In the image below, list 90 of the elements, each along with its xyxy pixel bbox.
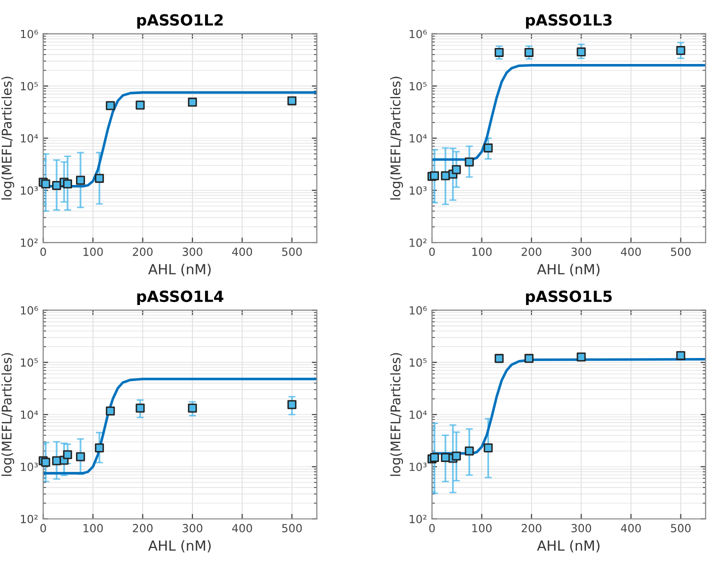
x-tick-label: 500: [282, 248, 302, 256]
point: [484, 443, 493, 452]
x-tick-label: 300: [571, 524, 592, 532]
point: [452, 452, 461, 461]
point: [430, 171, 439, 180]
x-tick-label: 300: [571, 248, 592, 256]
y-tick-label: 10⁵: [20, 82, 38, 90]
y-tick-label: 10⁵: [410, 82, 427, 90]
x-tick-label: 200: [522, 248, 542, 256]
point: [676, 351, 686, 360]
x-axis-title: AHL (nM): [537, 264, 600, 276]
point: [484, 143, 493, 152]
point: [287, 400, 296, 410]
x-tick-label: 400: [232, 524, 252, 532]
y-tick-label: 10³: [20, 462, 38, 472]
x-axis-title: AHL (nM): [537, 540, 600, 552]
point: [76, 176, 86, 185]
y-tick-label: 10⁴: [410, 134, 427, 143]
x-tick-label: 200: [132, 248, 153, 256]
x-tick-label: 0: [429, 524, 435, 532]
y-tick-label: 10⁴: [410, 410, 427, 419]
chart-title: pASSO1L4: [137, 290, 224, 306]
point: [494, 48, 504, 57]
y-axis-title: log(MEFL/Particles): [1, 353, 14, 476]
y-tick-label: 10³: [410, 462, 427, 472]
y-tick-label: 10³: [20, 186, 38, 195]
y-tick-label: 10³: [410, 186, 427, 195]
x-tick-label: 0: [429, 248, 435, 256]
x-tick-label: 100: [84, 524, 103, 532]
x-tick-label: 100: [84, 248, 103, 256]
point: [524, 354, 534, 363]
point: [464, 446, 474, 456]
point: [63, 450, 72, 460]
y-tick-label: 10⁶: [20, 30, 38, 38]
y-tick-label: 10⁶: [410, 306, 427, 315]
point: [464, 157, 474, 166]
x-tick-label: 300: [182, 524, 202, 532]
x-tick-label: 400: [620, 248, 641, 256]
point: [94, 174, 104, 183]
y-tick-label: 10⁶: [410, 30, 427, 38]
point: [452, 165, 461, 174]
x-tick-label: 200: [522, 524, 542, 532]
point: [576, 47, 586, 56]
y-tick-label: 10²: [410, 238, 426, 247]
point: [676, 46, 686, 55]
point: [576, 352, 586, 362]
point: [136, 404, 145, 413]
y-tick-label: 10⁵: [410, 358, 427, 367]
x-tick-label: 500: [282, 524, 302, 532]
x-tick-label: 100: [472, 524, 492, 532]
y-tick-label: 10²: [20, 514, 38, 524]
y-axis-title: log(MEFL/Particles): [1, 76, 14, 200]
point: [76, 452, 86, 462]
y-axis-title: log(MEFL/Particles): [390, 353, 403, 476]
x-axis-title: AHL (nM): [148, 264, 211, 276]
point: [52, 180, 62, 190]
x-tick-label: 400: [232, 248, 252, 256]
y-tick-label: 10⁶: [20, 306, 38, 315]
x-axis-title: AHL (nM): [148, 540, 211, 552]
y-tick-label: 10⁴: [20, 134, 38, 143]
point: [524, 48, 534, 57]
point: [106, 101, 115, 110]
x-tick-label: 500: [670, 524, 691, 532]
point: [136, 100, 145, 110]
x-tick-label: 100: [472, 248, 492, 256]
y-tick-label: 10²: [410, 514, 426, 524]
y-axis-title: log(MEFL/Particles): [390, 76, 403, 200]
y-tick-label: 10²: [20, 238, 38, 247]
point: [106, 406, 115, 416]
x-tick-label: 0: [40, 524, 46, 532]
point: [494, 354, 504, 363]
point: [63, 179, 72, 188]
point: [287, 96, 296, 106]
x-tick-label: 400: [620, 524, 641, 532]
x-tick-label: 200: [132, 524, 153, 532]
line-series: [43, 378, 317, 474]
point: [94, 443, 104, 452]
x-tick-label: 0: [40, 248, 46, 256]
x-tick-label: 300: [182, 248, 202, 256]
point: [188, 404, 197, 413]
point: [41, 179, 50, 188]
y-tick-label: 10⁴: [20, 410, 38, 419]
point: [430, 453, 439, 462]
y-tick-label: 10⁵: [20, 358, 38, 367]
point: [41, 458, 50, 467]
chart-title: pASSO1L5: [526, 290, 612, 306]
x-tick-label: 500: [670, 248, 691, 256]
point: [188, 98, 197, 107]
chart-title: pASSO1L2: [137, 14, 223, 29]
chart-title: pASSO1L3: [526, 14, 612, 29]
